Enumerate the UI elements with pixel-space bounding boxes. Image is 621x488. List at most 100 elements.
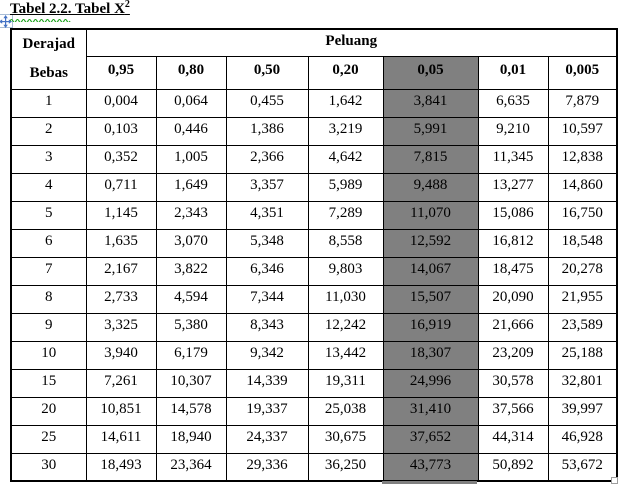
table-row: 15 7,261 10,307 14,339 19,311 24,996 30,578 32,… — [10, 368, 618, 398]
df-cell: 8 — [10, 284, 87, 314]
value-cell: 25,188 — [547, 340, 618, 370]
value-cell: 10,307 — [155, 368, 227, 398]
value-cell: 32,801 — [547, 368, 618, 398]
df-cell: 7 — [10, 256, 87, 286]
table-row: 10 3,940 6,179 9,342 13,442 18,307 23,209 25,18… — [10, 340, 618, 370]
value-cell: 13,442 — [307, 340, 384, 370]
value-cell-highlighted: 18,307 — [382, 340, 479, 370]
table-row: 8 2,733 4,594 7,344 11,030 15,507 20,090 21,955 — [10, 284, 618, 314]
value-cell: 2,167 — [85, 256, 157, 286]
highlight-column-tail — [382, 481, 477, 484]
value-cell-highlighted: 16,919 — [382, 312, 479, 342]
df-cell: 1 — [10, 88, 87, 118]
value-cell: 23,589 — [547, 312, 618, 342]
value-cell-highlighted: 11,070 — [382, 200, 479, 230]
value-cell: 9,342 — [225, 340, 309, 370]
value-cell: 0,064 — [155, 88, 227, 118]
value-cell: 7,261 — [85, 368, 157, 398]
value-cell: 10,597 — [547, 116, 618, 146]
move-arrows-icon — [0, 14, 12, 28]
value-cell: 0,103 — [85, 116, 157, 146]
value-cell: 14,860 — [547, 172, 618, 202]
df-cell: 10 — [10, 340, 87, 370]
table-row: 3 0,352 1,005 2,366 4,642 7,815 11,345 12,838 — [10, 144, 618, 174]
value-cell-highlighted: 5,991 — [382, 116, 479, 146]
corner-header-line2: Bebas — [29, 65, 68, 81]
header-columns-row: 0,95 0,80 0,50 0,20 0,05 0,01 0,005 — [11, 55, 618, 90]
corner-header-line1: Derajad — [22, 36, 76, 52]
value-cell: 2,733 — [85, 284, 157, 314]
value-cell: 29,336 — [225, 452, 309, 482]
table-row: 30 18,493 23,364 29,336 36,250 43,773 50,892 53… — [10, 452, 618, 482]
value-cell: 0,352 — [85, 144, 157, 174]
value-cell: 12,838 — [547, 144, 618, 174]
value-cell: 5,348 — [225, 228, 309, 258]
value-cell: 1,649 — [155, 172, 227, 202]
value-cell: 44,314 — [477, 424, 549, 454]
value-cell: 0,711 — [85, 172, 157, 202]
table-resize-handle[interactable] — [611, 477, 618, 484]
value-cell: 0,004 — [85, 88, 157, 118]
column-header-highlighted: 0,05 — [382, 55, 479, 90]
group-header-cell: Peluang — [85, 28, 618, 57]
value-cell-highlighted: 24,996 — [382, 368, 479, 398]
header-group-row: Derajad Bebas Peluang — [10, 28, 618, 90]
value-cell: 3,070 — [155, 228, 227, 258]
value-cell: 3,822 — [155, 256, 227, 286]
value-cell-highlighted: 31,410 — [382, 396, 479, 426]
value-cell: 11,030 — [307, 284, 384, 314]
grammar-squiggle-icon — [10, 18, 71, 22]
value-cell: 18,940 — [155, 424, 227, 454]
value-cell: 3,940 — [85, 340, 157, 370]
value-cell: 53,672 — [547, 452, 618, 482]
value-cell: 3,219 — [307, 116, 384, 146]
value-cell: 16,812 — [477, 228, 549, 258]
value-cell: 19,311 — [307, 368, 384, 398]
df-cell: 3 — [10, 144, 87, 174]
column-header: 0,80 — [155, 55, 227, 90]
table-row: 6 1,635 3,070 5,348 8,558 12,592 16,812 18,548 — [10, 228, 618, 258]
value-cell: 14,611 — [85, 424, 157, 454]
value-cell: 30,578 — [477, 368, 549, 398]
table-row: 9 3,325 5,380 8,343 12,242 16,919 21,666 23,589 — [10, 312, 618, 342]
column-header: 0,01 — [477, 55, 549, 90]
value-cell: 39,997 — [547, 396, 618, 426]
value-cell: 4,642 — [307, 144, 384, 174]
column-header: 0,95 — [85, 55, 157, 90]
value-cell: 3,357 — [225, 172, 309, 202]
value-cell: 13,277 — [477, 172, 549, 202]
value-cell: 0,446 — [155, 116, 227, 146]
value-cell: 16,750 — [547, 200, 618, 230]
chi-square-table: Derajad Bebas Peluang 0,95 0,80 0,50 0,2… — [10, 28, 618, 482]
column-header: 0,20 — [307, 55, 384, 90]
value-cell-highlighted: 43,773 — [382, 452, 479, 482]
df-cell: 9 — [10, 312, 87, 342]
corner-header-cell: Derajad Bebas — [10, 28, 87, 90]
value-cell: 23,364 — [155, 452, 227, 482]
value-cell: 1,005 — [155, 144, 227, 174]
value-cell: 6,635 — [477, 88, 549, 118]
value-cell: 4,351 — [225, 200, 309, 230]
value-cell-highlighted: 15,507 — [382, 284, 479, 314]
value-cell: 21,666 — [477, 312, 549, 342]
value-cell: 46,928 — [547, 424, 618, 454]
value-cell: 5,989 — [307, 172, 384, 202]
df-cell: 4 — [10, 172, 87, 202]
value-cell: 1,642 — [307, 88, 384, 118]
value-cell: 18,475 — [477, 256, 549, 286]
table-row: 25 14,611 18,940 24,337 30,675 37,652 44,314 46… — [10, 424, 618, 454]
value-cell: 7,879 — [547, 88, 618, 118]
table-row: 4 0,711 1,649 3,357 5,989 9,488 13,277 14,860 — [10, 172, 618, 202]
df-cell: 30 — [10, 452, 87, 482]
table-row: 2 0,103 0,446 1,386 3,219 5,991 9,210 10,597 — [10, 116, 618, 146]
value-cell: 2,366 — [225, 144, 309, 174]
table-caption: Tabel 2.2. Tabel X2 — [10, 0, 130, 22]
value-cell: 6,346 — [225, 256, 309, 286]
value-cell: 23,209 — [477, 340, 549, 370]
value-cell: 50,892 — [477, 452, 549, 482]
value-cell: 0,455 — [225, 88, 309, 118]
value-cell: 20,090 — [477, 284, 549, 314]
value-cell-highlighted: 7,815 — [382, 144, 479, 174]
value-cell: 37,566 — [477, 396, 549, 426]
